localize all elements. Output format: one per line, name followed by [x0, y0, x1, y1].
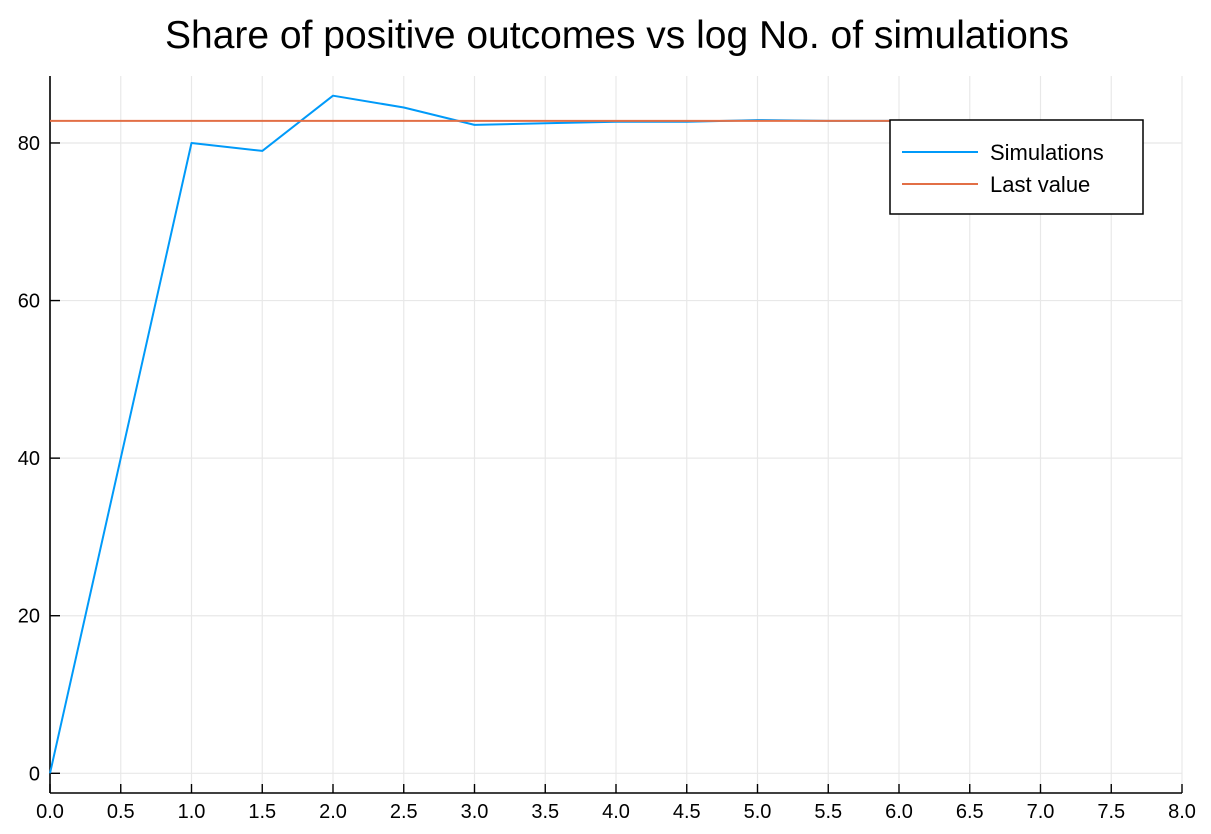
chart-title: Share of positive outcomes vs log No. of… [165, 14, 1069, 57]
legend-label-simulations: Simulations [990, 140, 1104, 165]
x-tick-label: 6.5 [956, 801, 984, 823]
x-tick-label: 7.5 [1097, 801, 1125, 823]
x-tick-label: 5.0 [744, 801, 772, 823]
legend-label-last-value: Last value [990, 172, 1090, 197]
y-tick-label: 20 [18, 606, 40, 628]
x-tick-label: 6.0 [885, 801, 913, 823]
legend-box [889, 119, 1144, 215]
x-tick-label: 3.5 [531, 801, 559, 823]
x-tick-label: 1.5 [248, 801, 276, 823]
x-tick-label: 4.0 [602, 801, 630, 823]
x-tick-label: 0.0 [36, 801, 64, 823]
y-tick-label: 80 [18, 133, 40, 155]
series-lines [49, 94, 899, 774]
x-axis-ticks: 0.0 0.5 1.0 1.5 2.0 2.5 3.0 3.5 4.0 4.5 5.0 5.5 6.0 6… [36, 784, 1196, 823]
x-tick-label: 2.0 [319, 801, 347, 823]
x-tick-label: 1.0 [178, 801, 206, 823]
x-tick-label: 2.5 [390, 801, 418, 823]
y-axis-ticks: 0 20 40 60 80 [18, 133, 60, 785]
y-tick-label: 40 [18, 448, 40, 470]
x-tick-label: 7.0 [1027, 801, 1055, 823]
x-tick-label: 4.5 [673, 801, 701, 823]
x-tick-label: 5.5 [814, 801, 842, 823]
x-tick-label: 3.0 [461, 801, 489, 823]
y-tick-label: 60 [18, 291, 40, 313]
legend: Simulations Last value [889, 119, 1144, 215]
x-tick-label: 0.5 [107, 801, 135, 823]
y-tick-label: 0 [29, 763, 40, 785]
x-tick-label: 8.0 [1168, 801, 1196, 823]
